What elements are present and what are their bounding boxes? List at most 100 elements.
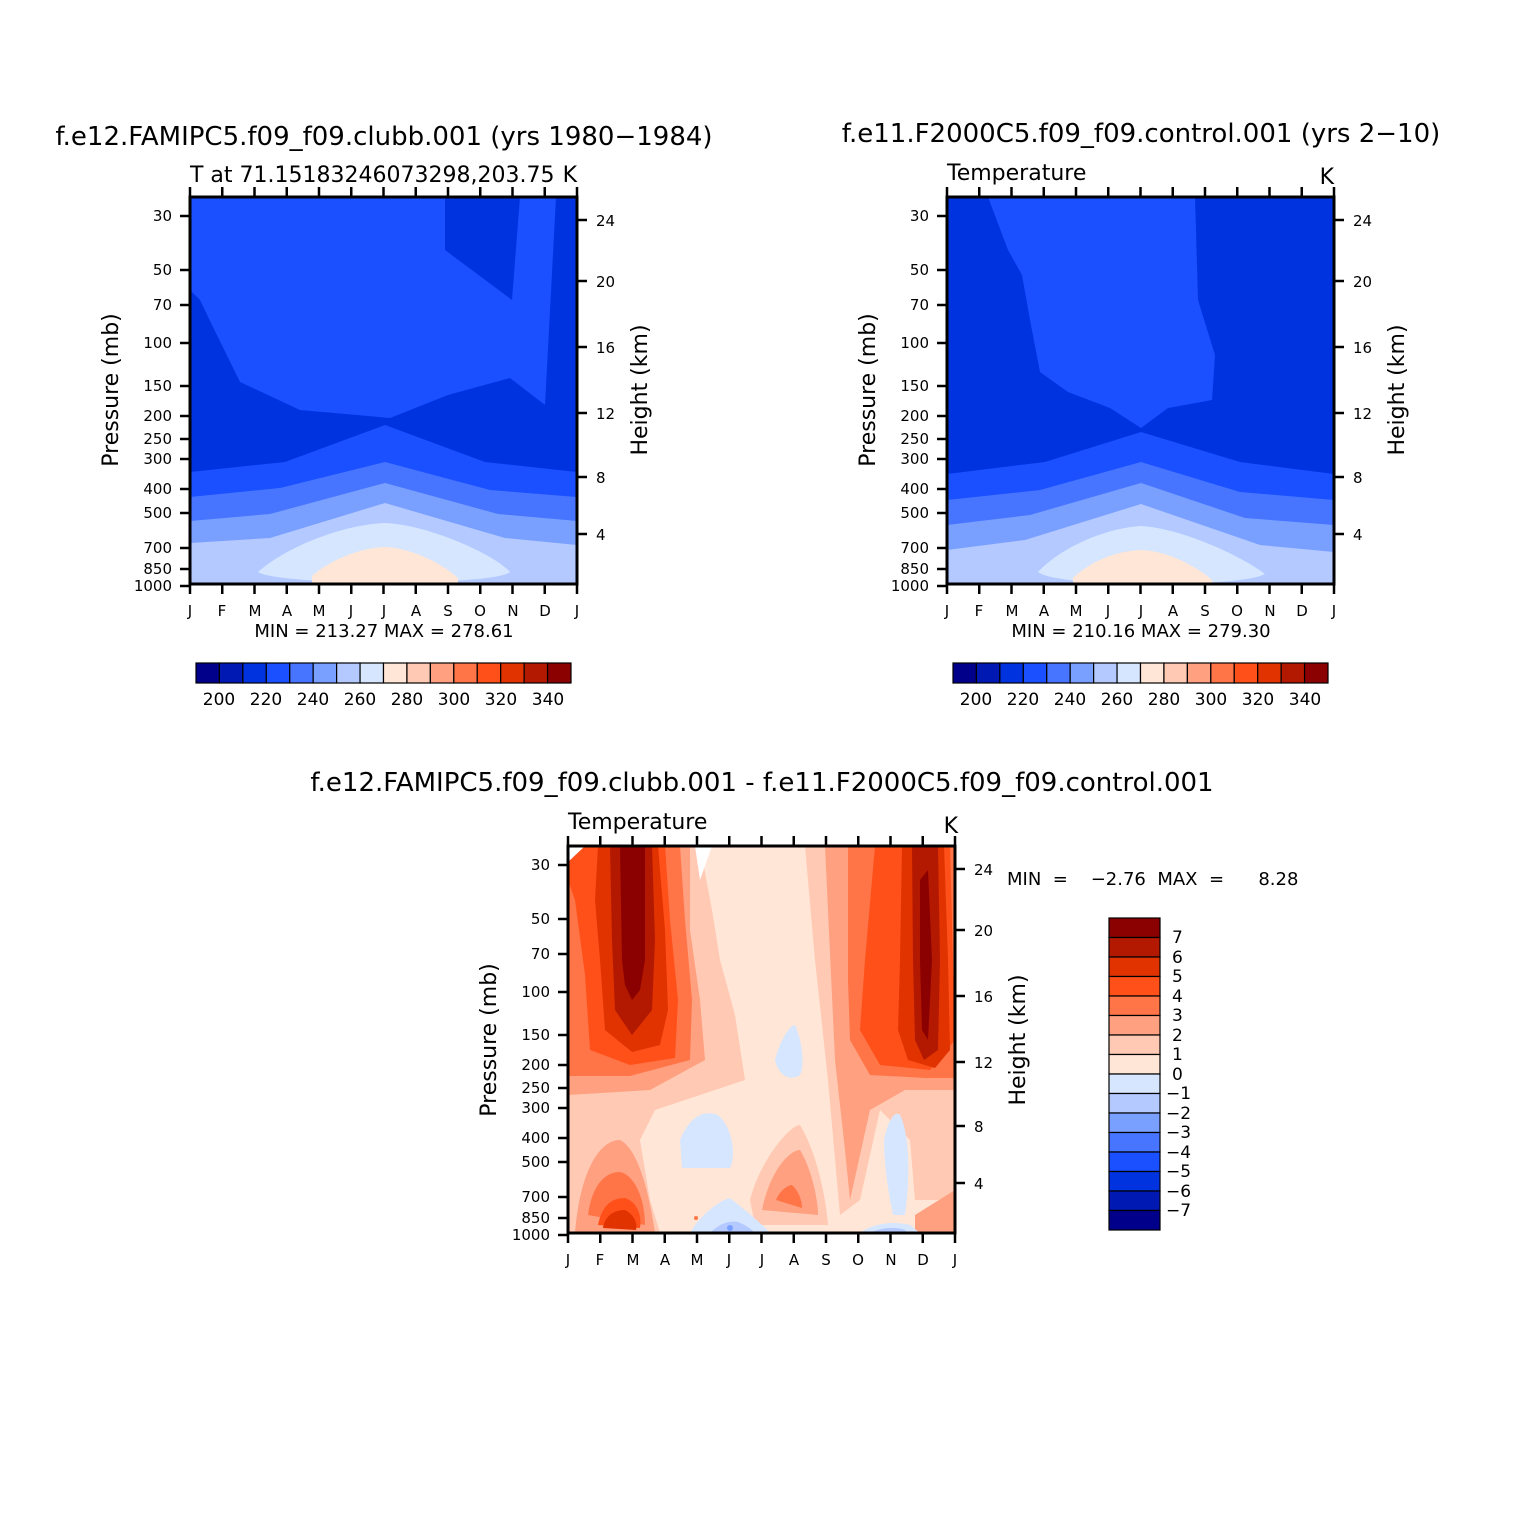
panel-subtitle: Temperature bbox=[946, 161, 1086, 186]
colorbar-swatch bbox=[1139, 662, 1165, 684]
x-tick-labels: J F M A M J J A S O N D J bbox=[944, 602, 1336, 620]
y2-tick-label: 8 bbox=[1353, 469, 1363, 487]
panel-title: f.e12.FAMIPC5.f09_f09.clubb.001 - f.e11.… bbox=[310, 768, 1213, 798]
panel-title: f.e11.F2000C5.f09_f09.control.001 (yrs 2… bbox=[842, 119, 1441, 149]
x-tick-label: A bbox=[411, 602, 422, 620]
colorbar-swatch bbox=[1233, 662, 1259, 684]
colorbar-label: 240 bbox=[1054, 690, 1086, 710]
colorbar-swatch bbox=[1022, 662, 1048, 684]
min-max-stats: MIN = −2.76 MAX = 8.28 bbox=[1007, 869, 1298, 890]
y-tick-label: 150 bbox=[143, 377, 172, 395]
y2-axis-label: Height (km) bbox=[1385, 324, 1410, 455]
colorbar-label: 300 bbox=[438, 690, 470, 710]
colorbar-swatch bbox=[1186, 662, 1212, 684]
y2-axis-label: Height (km) bbox=[628, 324, 653, 455]
y-tick-label: 200 bbox=[143, 407, 172, 425]
colorbar-label: 200 bbox=[203, 690, 235, 710]
y-tick-label: 30 bbox=[910, 207, 929, 225]
min-max-stats: MIN = 213.27 MAX = 278.61 bbox=[254, 621, 513, 642]
y-axis-label: Pressure (mb) bbox=[856, 313, 881, 467]
contour-band-280 bbox=[1073, 550, 1212, 584]
x-tick-label: O bbox=[1231, 602, 1243, 620]
colorbar-label: 320 bbox=[485, 690, 517, 710]
colorbar-swatch bbox=[1093, 662, 1118, 684]
colorbar-label: 2 bbox=[1172, 1026, 1183, 1046]
colorbar-swatch bbox=[1280, 662, 1306, 684]
x-tick-label: A bbox=[282, 602, 293, 620]
colorbar-swatch bbox=[1108, 1151, 1161, 1173]
colorbar-label: 240 bbox=[297, 690, 329, 710]
colorbar-label: 280 bbox=[391, 690, 423, 710]
y2-tick-label: 4 bbox=[1353, 526, 1363, 544]
colorbar-swatch bbox=[1108, 1112, 1161, 1134]
x-tick-label: J bbox=[759, 1251, 764, 1269]
y2-tick-labels: 24 20 16 12 8 4 bbox=[1353, 212, 1372, 544]
colorbar-swatch bbox=[1116, 662, 1142, 684]
colorbar-label: 200 bbox=[960, 690, 992, 710]
colorbar-label: 6 bbox=[1172, 948, 1183, 968]
y-tick-label: 400 bbox=[900, 480, 929, 498]
colorbar-label: −6 bbox=[1166, 1182, 1191, 1202]
colorbar-label: −4 bbox=[1166, 1143, 1191, 1163]
tick-marks bbox=[937, 187, 1344, 594]
y-tick-label: 100 bbox=[143, 334, 172, 352]
colorbar bbox=[952, 662, 1329, 684]
blank-region bbox=[568, 846, 585, 862]
x-tick-label: J bbox=[1105, 602, 1110, 620]
contour-band-neg3 bbox=[727, 1225, 733, 1231]
colorbar-label: −3 bbox=[1166, 1123, 1191, 1143]
min-max-stats: MIN = 210.16 MAX = 279.30 bbox=[1011, 621, 1270, 642]
colorbar-label: −5 bbox=[1166, 1162, 1191, 1182]
x-tick-label: A bbox=[660, 1251, 671, 1269]
contour-field bbox=[947, 197, 1334, 584]
colorbar-label: 340 bbox=[532, 690, 564, 710]
y2-tick-label: 20 bbox=[596, 273, 615, 291]
y-axis-label: Pressure (mb) bbox=[99, 313, 124, 467]
x-tick-label: J bbox=[565, 1251, 570, 1269]
y2-tick-label: 12 bbox=[1353, 405, 1372, 423]
colorbar-swatch bbox=[500, 662, 525, 684]
colorbar-swatch bbox=[975, 662, 1001, 684]
x-tick-label: J bbox=[348, 602, 353, 620]
contour-band-2 bbox=[762, 1150, 818, 1215]
panel-difference-temperature: f.e12.FAMIPC5.f09_f09.clubb.001 - f.e11.… bbox=[310, 768, 1298, 1269]
contour-band-neg1 bbox=[690, 1198, 770, 1233]
contour-band-7 bbox=[920, 870, 932, 1040]
y-tick-label: 70 bbox=[153, 296, 172, 314]
y-tick-label: 250 bbox=[900, 430, 929, 448]
y2-tick-labels: 24 20 16 12 8 4 bbox=[974, 861, 993, 1193]
x-tick-label: J bbox=[381, 602, 386, 620]
colorbar-swatch bbox=[1108, 917, 1161, 939]
colorbar-swatch bbox=[1108, 1190, 1161, 1212]
x-tick-label: A bbox=[789, 1251, 800, 1269]
contour-band-3-spot bbox=[694, 1216, 698, 1220]
colorbar-swatch bbox=[1108, 995, 1161, 1017]
x-tick-label: N bbox=[885, 1251, 896, 1269]
colorbar-label: 320 bbox=[1242, 690, 1274, 710]
x-tick-label: J bbox=[952, 1251, 957, 1269]
colorbar-swatch bbox=[476, 662, 502, 684]
y2-tick-label: 4 bbox=[596, 526, 606, 544]
x-tick-label: M bbox=[627, 1251, 640, 1269]
y-tick-label: 1000 bbox=[891, 577, 929, 595]
colorbar-swatch bbox=[336, 662, 361, 684]
y2-tick-label: 24 bbox=[1353, 212, 1372, 230]
colorbar-swatch bbox=[1108, 975, 1161, 997]
panel-control-temperature: f.e11.F2000C5.f09_f09.control.001 (yrs 2… bbox=[842, 119, 1441, 710]
colorbar-swatch bbox=[546, 662, 572, 684]
colorbar-swatch bbox=[289, 662, 314, 684]
y-tick-label: 400 bbox=[143, 480, 172, 498]
colorbar-label: 260 bbox=[344, 690, 376, 710]
x-tick-labels: J F M A M J J A S O N D J bbox=[565, 1251, 957, 1269]
colorbar-swatch bbox=[523, 662, 549, 684]
y-tick-label: 30 bbox=[153, 207, 172, 225]
colorbar-swatch bbox=[1108, 1131, 1161, 1153]
x-tick-label: F bbox=[596, 1251, 605, 1269]
y-tick-label: 250 bbox=[143, 430, 172, 448]
x-tick-label: N bbox=[507, 602, 518, 620]
y-tick-label: 30 bbox=[531, 856, 550, 874]
y2-tick-label: 12 bbox=[974, 1054, 993, 1072]
x-tick-label: J bbox=[187, 602, 192, 620]
y2-tick-label: 8 bbox=[596, 469, 606, 487]
